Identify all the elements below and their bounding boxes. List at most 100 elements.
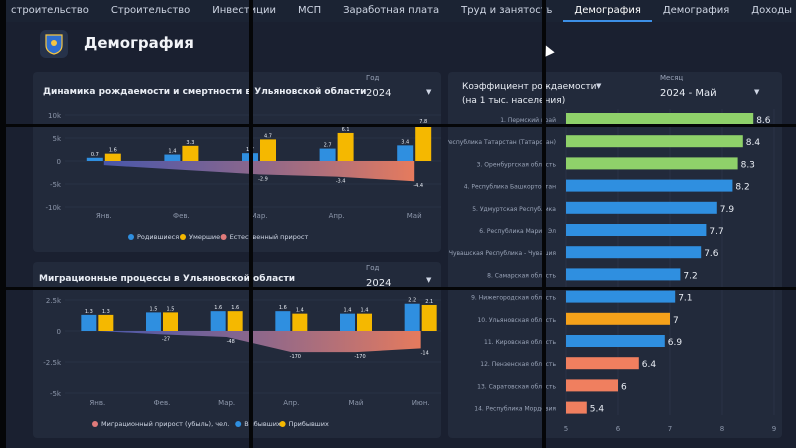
month-filter-value[interactable]: 2024 - Май [660, 88, 717, 99]
value-label: 6.4 [642, 360, 657, 370]
bar-series-2 [357, 313, 372, 331]
value-label: 7.6 [704, 249, 719, 259]
region-label: 1. Пермский край [500, 117, 556, 124]
net-data-label: -48 [227, 339, 235, 345]
value-label: 8.4 [746, 138, 761, 148]
data-label: 1.3 [85, 309, 93, 315]
region-label: 4. Республика Башкортостан [464, 184, 556, 191]
legend-marker [220, 234, 227, 240]
x-tick-label: 7 [668, 425, 672, 433]
y-tick-label: 0 [57, 158, 61, 166]
nav-item[interactable]: Доходы и расходы насел [751, 5, 796, 16]
data-label: 1.4 [361, 308, 369, 314]
data-label: 1.3 [102, 309, 110, 315]
bar-series-1 [86, 157, 103, 161]
data-label: 6.1 [342, 127, 350, 133]
bar-region [566, 179, 733, 192]
nav-item[interactable]: Заработная плата [343, 5, 440, 16]
x-tick-label: Мар. [251, 212, 268, 220]
x-tick-label: Май [349, 399, 364, 407]
bar-region [566, 135, 743, 148]
nav-item[interactable]: Демография [563, 1, 652, 22]
birth-rate-subtitle: (на 1 тыс. населения) [462, 96, 566, 106]
year-filter-value[interactable]: 2024 [366, 88, 392, 99]
bar-series-1 [210, 311, 226, 331]
y-tick-label: -10k [46, 204, 62, 212]
screen-bezel-vertical [249, 0, 253, 448]
legend-label: Прибывших [289, 420, 329, 428]
value-label: 7.7 [709, 227, 723, 237]
bar-series-1 [275, 311, 291, 331]
net-data-label: -3.4 [336, 179, 346, 185]
nav-item[interactable]: Труд и занятость [461, 5, 553, 16]
data-label: 1.5 [167, 306, 175, 312]
x-tick-label: Апр. [329, 212, 345, 220]
value-label: 7.1 [678, 294, 692, 304]
bar-series-1 [146, 312, 161, 331]
bar-region [566, 224, 707, 236]
data-label: 4.7 [264, 133, 272, 139]
screen-bezel-horizontal [0, 287, 796, 290]
chevron-down-icon[interactable]: ▼ [754, 88, 760, 96]
nav-item[interactable]: строительство [11, 5, 89, 16]
screen-bezel-vertical [542, 0, 546, 448]
y-tick-label: 5k [52, 135, 61, 143]
net-growth-area [97, 331, 421, 353]
data-label: 1.6 [214, 305, 222, 311]
data-label: 1.5 [150, 306, 158, 312]
chevron-down-icon[interactable]: ▼ [426, 276, 432, 284]
value-label: 8.3 [741, 160, 755, 170]
net-data-label: -4.4 [413, 183, 423, 189]
region-label: 3. Оренбургская область [477, 161, 557, 168]
migration-title: Миграционные процессы в Ульяновской обла… [39, 274, 295, 284]
chevron-down-icon[interactable]: ▼ [596, 82, 602, 90]
legend-label: Миграционный прирост (убыль), чел. [101, 420, 229, 428]
nav-item[interactable]: МСП [297, 5, 322, 16]
value-label: 8.6 [756, 116, 771, 126]
year-filter-label: Год [366, 74, 380, 82]
data-label: 1.4 [344, 308, 352, 314]
bar-series-2 [260, 139, 276, 161]
data-label: 2.7 [324, 143, 332, 149]
legend-label: Естественный прирост [230, 233, 309, 241]
y-tick-label: -5k [50, 390, 62, 398]
nav-item[interactable]: Строительство [110, 5, 191, 16]
value-label: 6.9 [668, 338, 683, 348]
y-tick-label: -5k [50, 181, 62, 189]
value-label: 7 [673, 316, 679, 326]
legend-marker [235, 421, 242, 427]
data-label: 1.6 [279, 305, 287, 311]
y-tick-label: -2.5k [43, 359, 62, 367]
region-label: 7. Чувашская Республика - Чувашия [448, 250, 556, 257]
net-data-label: -170 [290, 354, 301, 360]
x-tick-label: 9 [772, 425, 776, 433]
legend-marker [128, 234, 134, 240]
data-label: 2.2 [408, 298, 416, 304]
data-label: 0.7 [91, 152, 99, 158]
legend-label: Выбывших [244, 420, 281, 428]
legend-label: Умершие [189, 233, 220, 241]
bar-region [566, 379, 618, 392]
bar-series-1 [164, 154, 181, 161]
bar-region [566, 268, 681, 281]
bar-series-2 [98, 314, 114, 331]
migration-year-filter-value[interactable]: 2024 [366, 278, 392, 289]
net-data-label: -2.9 [258, 176, 268, 182]
screen-bezel-vertical [0, 0, 6, 448]
x-tick-label: Янв. [96, 212, 112, 220]
migration-chart: 2.5k 0 -2.5k -5k 1.3 1.3 Янв. 1.5 1.5 -27 Фев. 1.6 1… [43, 297, 441, 428]
chevron-down-icon[interactable]: ▼ [426, 88, 432, 96]
birth-rate-chart: 5 6 7 8 9 1. Пермский край 8.6 2. Республика Та… [448, 109, 776, 433]
legend-marker [92, 421, 98, 427]
migration-year-filter-label: Год [366, 264, 380, 272]
birth-rate-title: Коэффициент рождаемости [462, 82, 597, 92]
value-label: 7.9 [720, 205, 735, 215]
births-deaths-chart: 10k5k0-5k-10k0.71.6Янв.1.43.3Фев.1.74.7-… [46, 112, 441, 241]
nav-item[interactable]: Демография [662, 5, 730, 16]
x-tick-label: 5 [564, 425, 568, 433]
region-label: 6. Республика Марий Эл [479, 228, 556, 235]
region-label: 10. Ульяновская область [477, 317, 556, 324]
bar-region [566, 157, 738, 170]
nav-item[interactable]: Инвестиции [212, 5, 276, 16]
bar-series-2 [227, 311, 243, 331]
